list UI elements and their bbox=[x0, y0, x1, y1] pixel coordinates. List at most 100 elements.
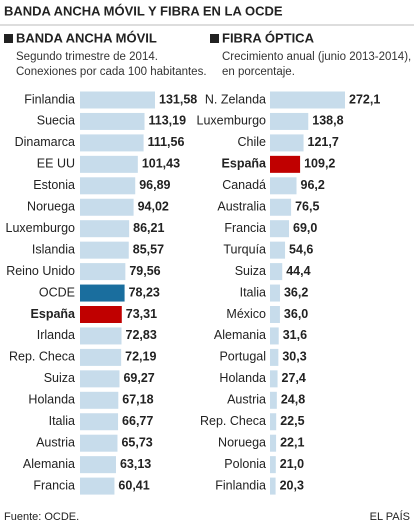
value-label: 131,58 bbox=[159, 92, 197, 106]
value-label: 22,1 bbox=[280, 435, 304, 449]
value-label: 22,5 bbox=[280, 414, 304, 428]
value-label: 69,0 bbox=[293, 221, 317, 235]
bar bbox=[80, 134, 144, 152]
category-label: Luxemburgo bbox=[6, 221, 76, 235]
bar bbox=[80, 327, 122, 345]
bullet bbox=[210, 34, 219, 43]
bar bbox=[270, 284, 280, 302]
value-label: 78,23 bbox=[129, 285, 160, 299]
category-label: Rep. Checa bbox=[9, 350, 75, 364]
category-label: Alemania bbox=[214, 328, 266, 342]
category-label: Dinamarca bbox=[15, 135, 75, 149]
bar bbox=[80, 284, 125, 302]
value-label: 44,4 bbox=[286, 264, 310, 278]
bar bbox=[270, 327, 279, 345]
bar bbox=[80, 155, 138, 173]
value-label: 85,57 bbox=[133, 242, 164, 256]
bar bbox=[80, 348, 122, 366]
category-label: Austria bbox=[227, 393, 266, 407]
category-label: Turquía bbox=[223, 242, 266, 256]
value-label: 36,2 bbox=[284, 285, 308, 299]
category-label: Francia bbox=[33, 478, 75, 492]
value-label: 121,7 bbox=[308, 135, 339, 149]
value-label: 72,83 bbox=[126, 328, 157, 342]
category-label: Canadá bbox=[222, 178, 266, 192]
bar bbox=[270, 91, 345, 109]
bar bbox=[270, 263, 283, 281]
bar bbox=[270, 241, 286, 259]
category-label: Austria bbox=[36, 435, 75, 449]
bar bbox=[270, 220, 290, 238]
category-label: Australia bbox=[217, 200, 266, 214]
bar bbox=[80, 220, 130, 238]
value-label: 101,43 bbox=[142, 157, 180, 171]
bar bbox=[80, 370, 120, 388]
value-label: 27,4 bbox=[282, 371, 306, 385]
category-label: Suecia bbox=[37, 114, 75, 128]
value-label: 111,56 bbox=[148, 135, 185, 149]
category-label: OCDE bbox=[39, 285, 75, 299]
category-label: Portugal bbox=[219, 350, 266, 364]
bar bbox=[80, 477, 115, 495]
bar bbox=[270, 391, 277, 409]
page-title: BANDA ANCHA MÓVIL Y FIBRA EN LA OCDE bbox=[4, 3, 283, 18]
category-label: Francia bbox=[224, 221, 266, 235]
bar bbox=[80, 413, 119, 431]
bar bbox=[270, 456, 276, 474]
bar bbox=[80, 198, 134, 216]
bar bbox=[80, 177, 136, 195]
bar bbox=[80, 91, 155, 109]
category-label: Suiza bbox=[44, 371, 75, 385]
bar bbox=[80, 263, 126, 281]
category-label: Estonia bbox=[33, 178, 75, 192]
bar bbox=[270, 306, 280, 323]
value-label: 113,19 bbox=[149, 114, 187, 128]
category-label: Italia bbox=[240, 285, 266, 299]
bar bbox=[80, 241, 129, 259]
value-label: 76,5 bbox=[295, 200, 319, 214]
value-label: 272,1 bbox=[349, 92, 380, 106]
bar bbox=[270, 155, 301, 173]
value-label: 30,3 bbox=[282, 350, 306, 364]
chart-title: BANDA ANCHA MÓVIL bbox=[16, 30, 157, 45]
value-label: 72,19 bbox=[125, 350, 156, 364]
brand: EL PAÍS bbox=[370, 510, 410, 523]
category-label: Reino Unido bbox=[6, 264, 75, 278]
bar bbox=[80, 434, 118, 452]
value-label: 96,89 bbox=[139, 178, 170, 192]
bar bbox=[80, 306, 122, 323]
category-label: Italia bbox=[49, 414, 75, 428]
category-label: EE UU bbox=[37, 157, 75, 171]
value-label: 65,73 bbox=[121, 435, 152, 449]
category-label: Rep. Checa bbox=[200, 414, 266, 428]
category-label: Noruega bbox=[218, 435, 266, 449]
bar bbox=[270, 348, 279, 366]
value-label: 31,6 bbox=[283, 328, 307, 342]
value-label: 138,8 bbox=[312, 114, 343, 128]
value-label: 54,6 bbox=[289, 242, 313, 256]
chart-title: FIBRA ÓPTICA bbox=[222, 30, 315, 45]
value-label: 63,13 bbox=[120, 457, 151, 471]
bar bbox=[270, 370, 278, 388]
value-label: 94,02 bbox=[138, 200, 169, 214]
value-label: 36,0 bbox=[284, 307, 308, 321]
bar bbox=[270, 477, 276, 495]
bar bbox=[270, 434, 277, 452]
value-label: 67,18 bbox=[122, 393, 153, 407]
bar bbox=[80, 391, 119, 409]
subtitle: Crecimiento anual (junio 2013-2014), bbox=[222, 51, 411, 63]
category-label: Alemania bbox=[23, 457, 75, 471]
category-label: México bbox=[226, 307, 266, 321]
value-label: 109,2 bbox=[304, 157, 335, 171]
category-label: España bbox=[31, 307, 77, 321]
category-label: Luxemburgo bbox=[197, 114, 267, 128]
value-label: 60,41 bbox=[118, 478, 149, 492]
bar bbox=[270, 112, 309, 130]
subtitle: Segundo trimestre de 2014. bbox=[16, 51, 158, 63]
category-label: Holanda bbox=[219, 371, 266, 385]
value-label: 20,3 bbox=[280, 478, 304, 492]
value-label: 69,27 bbox=[123, 371, 154, 385]
source: Fuente: OCDE. bbox=[4, 511, 79, 523]
category-label: Suiza bbox=[235, 264, 266, 278]
